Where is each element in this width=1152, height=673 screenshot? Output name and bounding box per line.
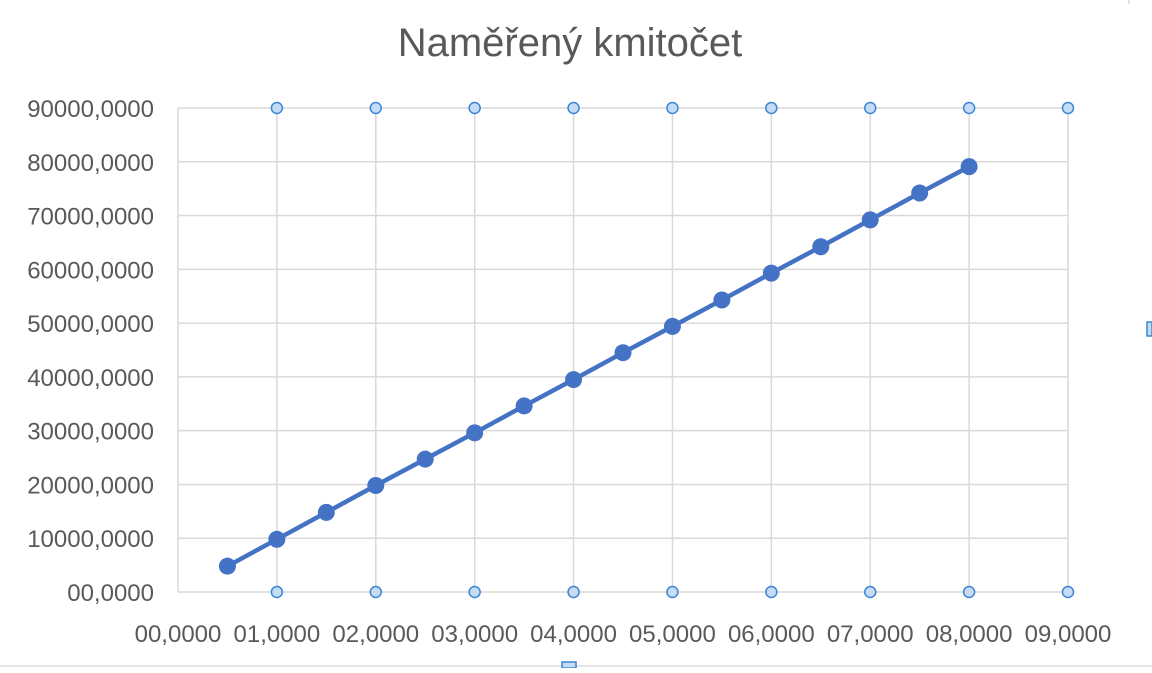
data-point[interactable] [317,503,335,521]
data-point[interactable] [614,344,632,362]
y-tick-label: 70000,0000 [27,204,154,231]
data-point[interactable] [466,424,484,442]
gridline-handle[interactable] [567,101,580,115]
x-tick-label: 01,0000 [234,621,321,648]
data-point[interactable] [861,211,879,229]
data-point[interactable] [812,238,830,256]
gridline-handle[interactable] [1061,101,1075,115]
data-point[interactable] [268,530,286,548]
selection-handles[interactable] [270,101,1075,599]
gridline-handle[interactable] [270,585,284,599]
gridline-handle[interactable] [1061,585,1075,599]
x-tick-label: 07,0000 [827,621,914,648]
x-tick-label: 04,0000 [530,621,617,648]
y-tick-labels: 00,0000 10000,0000 20000,0000 30000,0000 400… [27,96,154,607]
chart-title: Naměřený kmitočet [398,21,743,65]
gridline-handle[interactable] [863,101,877,115]
gridline-handle[interactable] [765,585,778,599]
data-point[interactable] [713,291,731,309]
gridline-handle[interactable] [765,101,778,115]
data-point[interactable] [515,397,533,415]
data-point[interactable] [367,477,385,495]
gridline-handle[interactable] [369,585,383,599]
x-tick-label: 09,0000 [1025,621,1112,648]
resize-handle-bottom[interactable] [561,661,577,669]
gridline-handle[interactable] [468,585,481,599]
grid-layer [177,107,1069,593]
y-tick-label: 90000,0000 [27,96,154,123]
gridline-handle[interactable] [468,101,481,115]
series-layer[interactable] [218,158,978,575]
data-point[interactable] [565,371,583,389]
y-tick-label: 20000,0000 [27,472,154,499]
gridline-handle[interactable] [270,101,284,115]
x-tick-label: 06,0000 [728,621,815,648]
data-point[interactable] [218,557,236,575]
data-point[interactable] [416,450,434,468]
x-tick-label: 02,0000 [332,621,419,648]
x-tick-label: 05,0000 [629,621,716,648]
gridline-handle[interactable] [567,585,580,599]
gridline-handle[interactable] [962,585,976,599]
series-line[interactable] [226,164,971,569]
resize-handle-right[interactable] [1146,321,1152,337]
y-tick-label: 60000,0000 [27,257,154,284]
gridline-handle[interactable] [863,585,877,599]
gridline-handle[interactable] [666,585,679,599]
x-tick-labels: 00,0000 01,0000 02,0000 03,0000 04,0000 05,00… [135,621,1112,648]
y-tick-label: 00,0000 [67,580,154,607]
y-tick-label: 30000,0000 [27,419,154,446]
y-tick-label: 80000,0000 [27,150,154,177]
gridline-handle[interactable] [369,101,383,115]
gridline-handle[interactable] [666,101,679,115]
data-point[interactable] [960,158,978,176]
data-point[interactable] [663,317,681,335]
x-tick-label: 00,0000 [135,621,222,648]
y-tick-label: 40000,0000 [27,365,154,392]
x-tick-label: 03,0000 [431,621,518,648]
y-tick-label: 10000,0000 [27,526,154,553]
data-point[interactable] [762,264,780,282]
y-tick-label: 50000,0000 [27,311,154,338]
data-point[interactable] [911,184,929,202]
gridline-handle[interactable] [962,101,976,115]
x-tick-label: 08,0000 [926,621,1013,648]
